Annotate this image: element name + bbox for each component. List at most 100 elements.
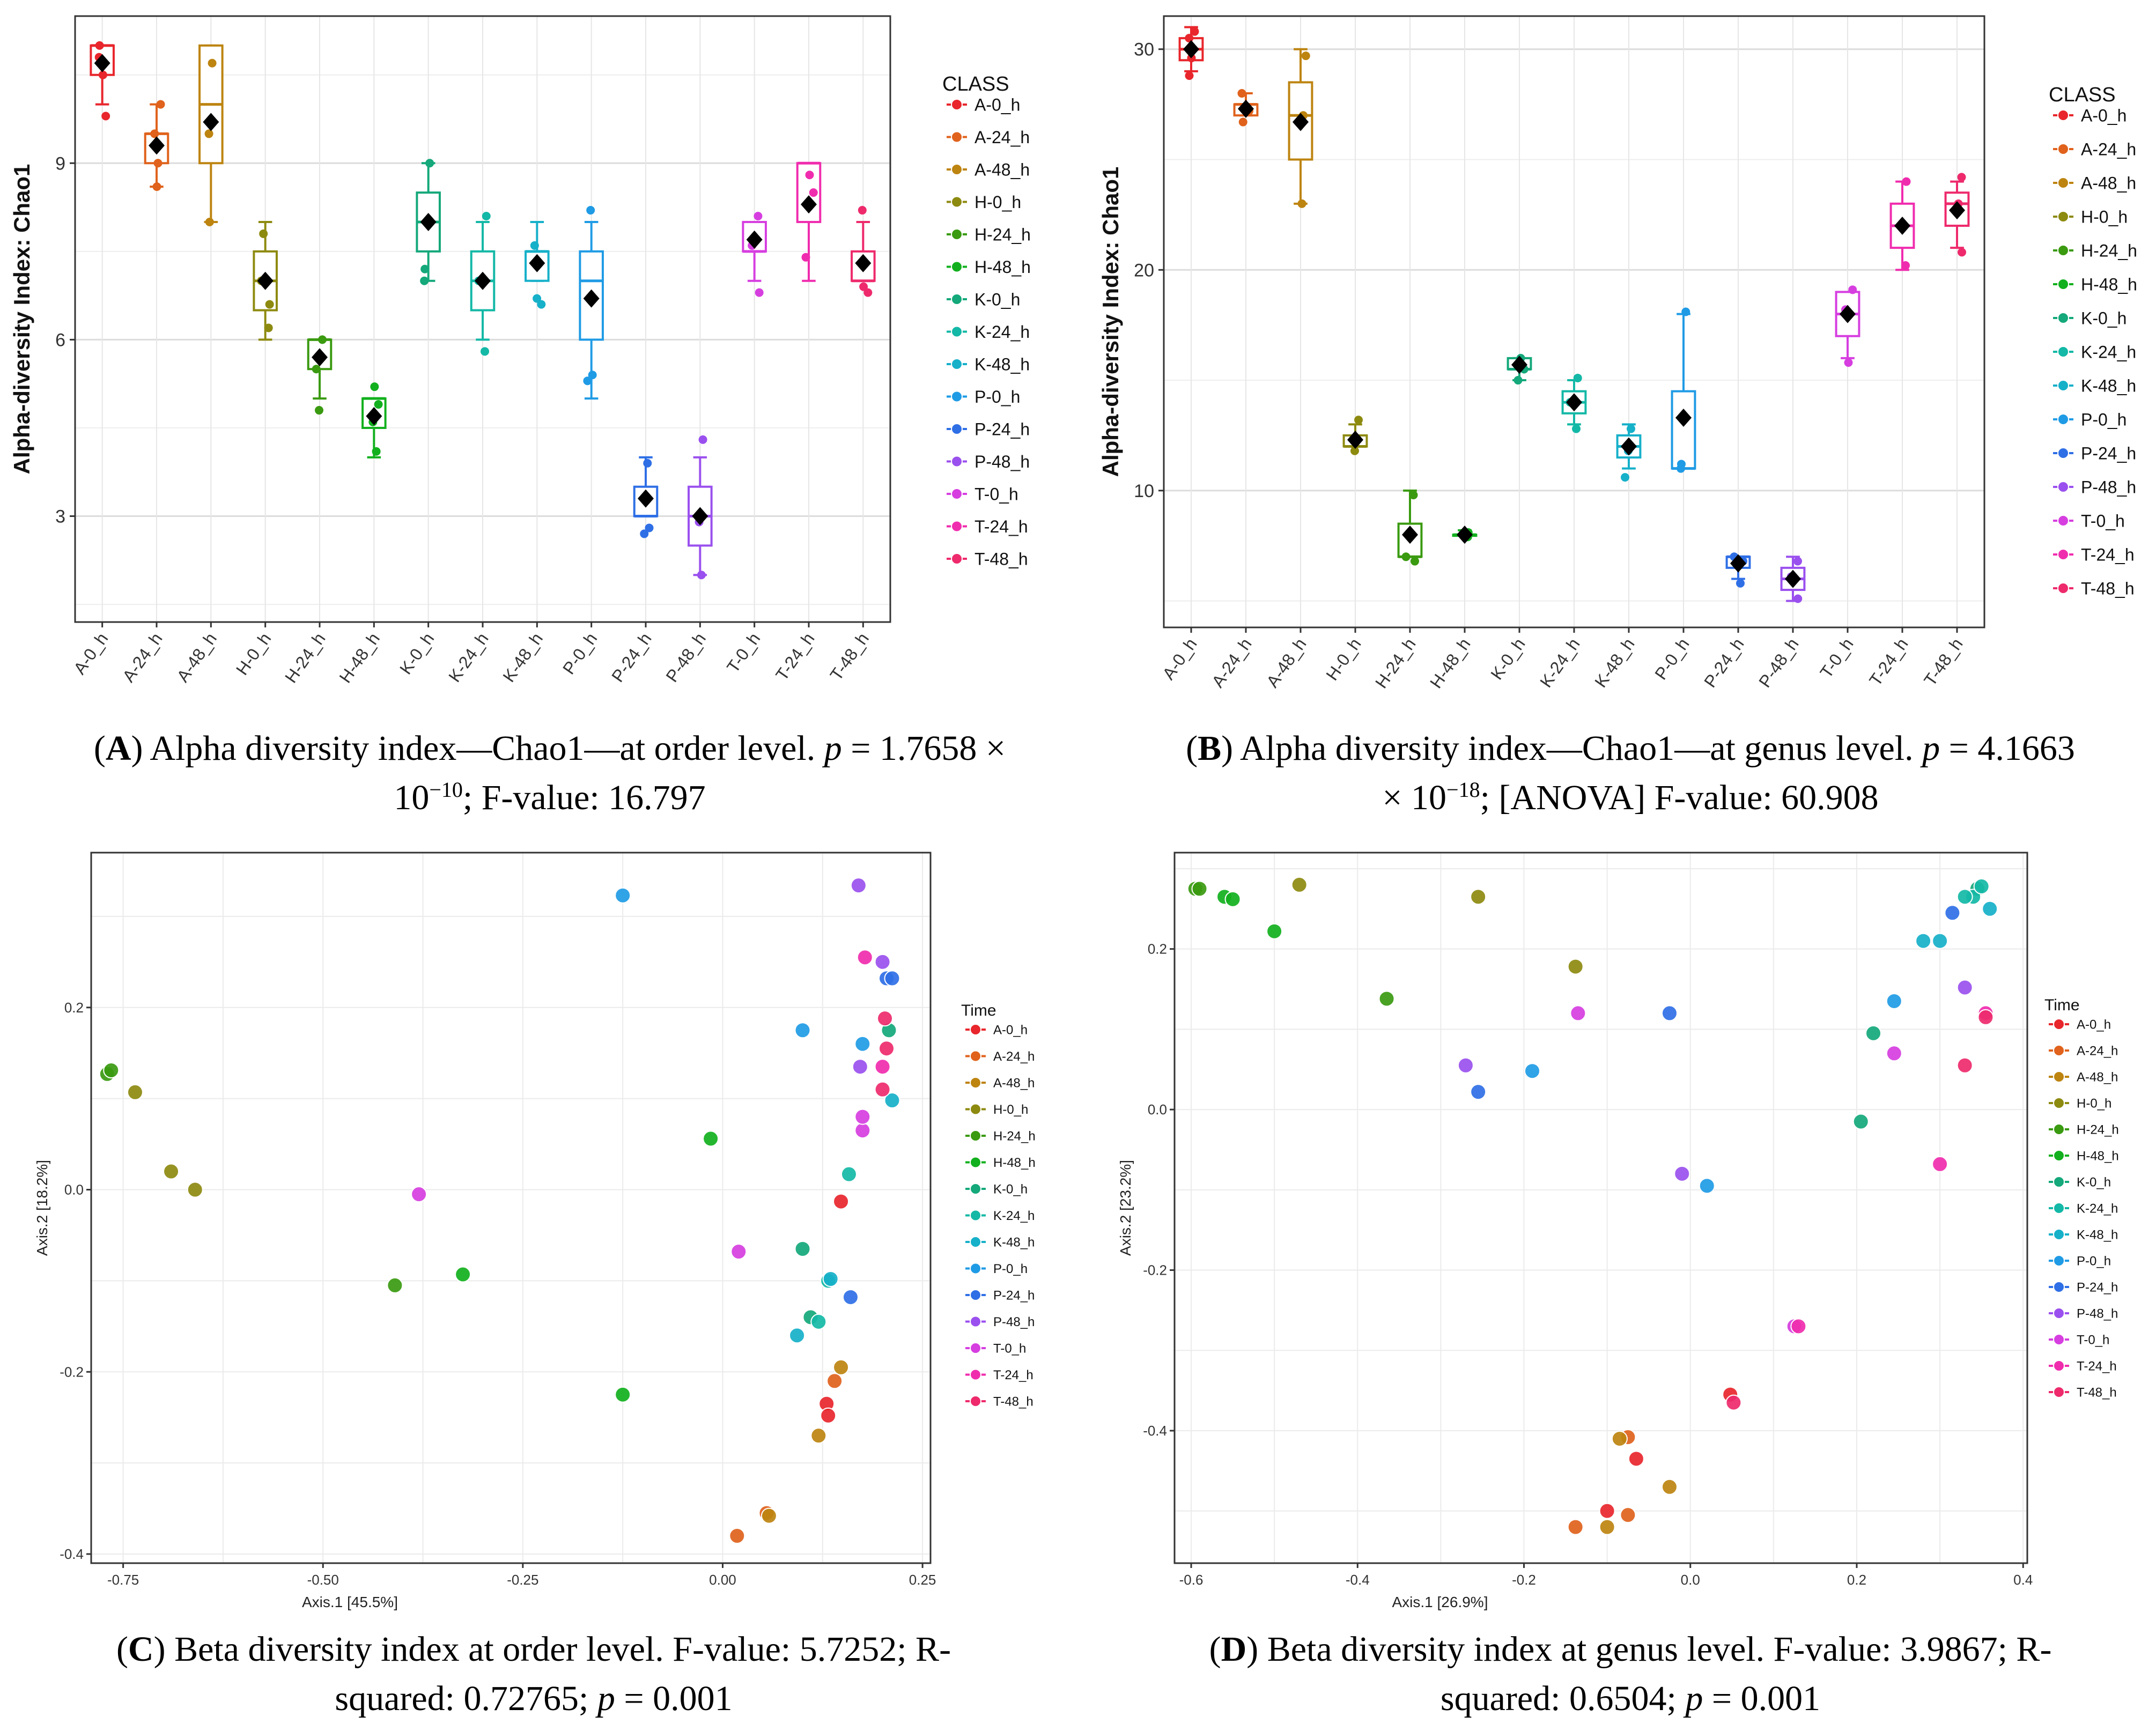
- chart-a-mean-diamond: [94, 54, 110, 72]
- chart-c-plot-background: [91, 853, 931, 1563]
- chart-c-legend-label: T-0_h: [993, 1342, 1026, 1356]
- chart-a-xtick-label: T-0_h: [723, 629, 764, 676]
- chart-d-xtick-label: 0.4: [2013, 1572, 2033, 1588]
- chart-c-legend-key-dot: [970, 1315, 981, 1328]
- chart-b-data-point: [1350, 446, 1359, 455]
- chart-c-data-point: [794, 1022, 811, 1039]
- chart-b-xtick-label: H-48_h: [1426, 634, 1474, 692]
- chart-d-plot-frame: [1173, 852, 2028, 1564]
- chart-c-legend-key-dot: [970, 1183, 981, 1195]
- chart-d-data-point: [1628, 1451, 1644, 1467]
- caption-a-text2: = 1.7658 ×: [841, 729, 1006, 768]
- caption-a: (A) Alpha diversity index—Chao1—at order…: [93, 729, 1006, 817]
- chart-a-data-point: [259, 229, 268, 238]
- chart-b-legend-key-dot: [2057, 413, 2069, 425]
- chart-b-xtick-label: K-24_h: [1536, 634, 1584, 691]
- chart-c-data-point: [854, 1108, 871, 1125]
- chart-d-legend-key-dot: [2053, 1386, 2065, 1398]
- chart-a-xtick-label: A-48_h: [173, 629, 220, 685]
- chart-c-data-point: [729, 1528, 745, 1544]
- chart-d-svg: -0.6 -0.4 -0.2 0.0 0.2 0.4 -0.4 -0.2 0.0 0.2 Axis.…: [1117, 852, 2119, 1610]
- chart-a-mean-diamond: [420, 212, 437, 231]
- chart-a-legend-label: P-0_h: [974, 387, 1020, 406]
- chart-d-legend-label: T-24_h: [2077, 1359, 2117, 1374]
- chart-c-data-point: [874, 1059, 891, 1075]
- chart-c-legend-key-dot: [970, 1262, 981, 1275]
- chart-c-legend-key-dot: [970, 1209, 981, 1222]
- chart-c-legend-key-dot: [970, 1050, 981, 1062]
- chart-a-legend-title: CLASS: [942, 73, 1009, 95]
- chart-b-data-point: [1901, 261, 1910, 270]
- chart-b-data-point: [1185, 71, 1194, 80]
- chart-d-data-point: [1567, 958, 1584, 975]
- chart-b-legend-title: CLASS: [2049, 84, 2116, 106]
- chart-d-ytick-label: -0.4: [1143, 1423, 1167, 1439]
- chart-a-mean-diamond: [746, 230, 763, 249]
- chart-b-data-point: [1411, 557, 1419, 566]
- chart-a-legend-label: A-48_h: [974, 160, 1030, 180]
- chart-b-data-point: [1237, 89, 1246, 98]
- chart-b-legend-key-dot: [2057, 177, 2069, 189]
- chart-a-data-point: [533, 294, 542, 303]
- chart-a-mean-diamond: [366, 407, 382, 426]
- chart-c-data-point: [615, 1386, 631, 1403]
- chart-b-data-point: [1354, 416, 1363, 425]
- chart-b-legend-label: T-48_h: [2081, 579, 2135, 598]
- chart-a-data-point: [801, 253, 810, 262]
- chart-b-mean-diamond: [1566, 393, 1582, 412]
- chart-a-mean-diamond: [855, 254, 872, 272]
- chart-b-data-point: [1301, 51, 1310, 61]
- chart-d-legend-label: T-48_h: [2077, 1386, 2117, 1400]
- chart-c-ytick-label: 0.0: [64, 1182, 84, 1198]
- chart-d-legend-key-dot: [2053, 1045, 2065, 1056]
- chart-b-box: [1671, 390, 1696, 470]
- chart-c-data-point: [703, 1130, 719, 1147]
- chart-c-legend-key-dot: [970, 1077, 981, 1089]
- chart-a-xtick-label: H-0_h: [232, 629, 275, 678]
- chart-c-data-point: [127, 1084, 143, 1100]
- chart-d-legend-label: K-48_h: [2077, 1228, 2118, 1242]
- chart-b-data-point: [1793, 594, 1803, 603]
- caption-d-text2: squared: 0.6504;: [1440, 1679, 1686, 1718]
- chart-a-legend-label: K-24_h: [974, 322, 1030, 342]
- chart-c-data-point: [854, 1122, 871, 1139]
- chart-d-legend-key-dot: [2053, 1360, 2065, 1372]
- caption-a-text3: 10: [394, 778, 430, 817]
- chart-a-mean-diamond: [475, 271, 491, 290]
- chart-c-data-point: [822, 1271, 839, 1287]
- chart-c-legend-key-dot: [970, 1368, 981, 1381]
- chart-a-data-point: [586, 206, 595, 215]
- chart-a-legend-key-dot: [951, 326, 963, 338]
- chart-a-legend-key-dot: [951, 196, 963, 208]
- chart-a-mean-diamond: [583, 289, 600, 308]
- chart-a-xtick-label: A-0_h: [70, 629, 112, 678]
- chart-a-xtick-label: A-24_h: [119, 629, 166, 685]
- chart-b-data-point: [1401, 552, 1411, 561]
- chart-b-xtick-label: H-0_h: [1322, 634, 1364, 684]
- chart-a-mean-diamond: [638, 489, 654, 508]
- chart-b-legend-key-dot: [2057, 481, 2069, 493]
- chart-b-legend-label: P-24_h: [2081, 444, 2136, 463]
- chart-b-xtick-label: P-24_h: [1700, 634, 1748, 691]
- chart-a-ylabel: Alpha-diversity Index: Chao1: [9, 164, 34, 475]
- chart-c-xlabel: Axis.1 [45.5%]: [302, 1594, 398, 1610]
- chart-b-mean-diamond: [1949, 201, 1965, 220]
- chart-b-legend-label: H-24_h: [2081, 241, 2137, 261]
- chart-a-legend-key-dot: [951, 164, 963, 175]
- chart-b-legend-key-dot: [2057, 447, 2069, 459]
- chart-b-xtick-label: T-48_h: [1920, 634, 1967, 689]
- caption-d-p: p: [1685, 1679, 1703, 1718]
- chart-c-data-point: [826, 1373, 843, 1389]
- caption-b-exp: −18: [1446, 778, 1480, 802]
- chart-c-data-point: [878, 1040, 895, 1057]
- chart-b-data-point: [1513, 376, 1523, 385]
- chart-b-legend-key-dot: [2057, 143, 2069, 155]
- chart-d-data-point: [1291, 876, 1308, 893]
- chart-d-data-point: [1524, 1063, 1541, 1079]
- chart-c-legend-key-dot: [970, 1236, 981, 1248]
- chart-a-data-point: [754, 212, 763, 221]
- chart-b-data-point: [1573, 373, 1582, 382]
- chart-b-xtick-label: T-0_h: [1816, 634, 1857, 682]
- chart-a-data-point: [150, 129, 159, 138]
- chart-b-legend-key-dot: [2057, 211, 2069, 223]
